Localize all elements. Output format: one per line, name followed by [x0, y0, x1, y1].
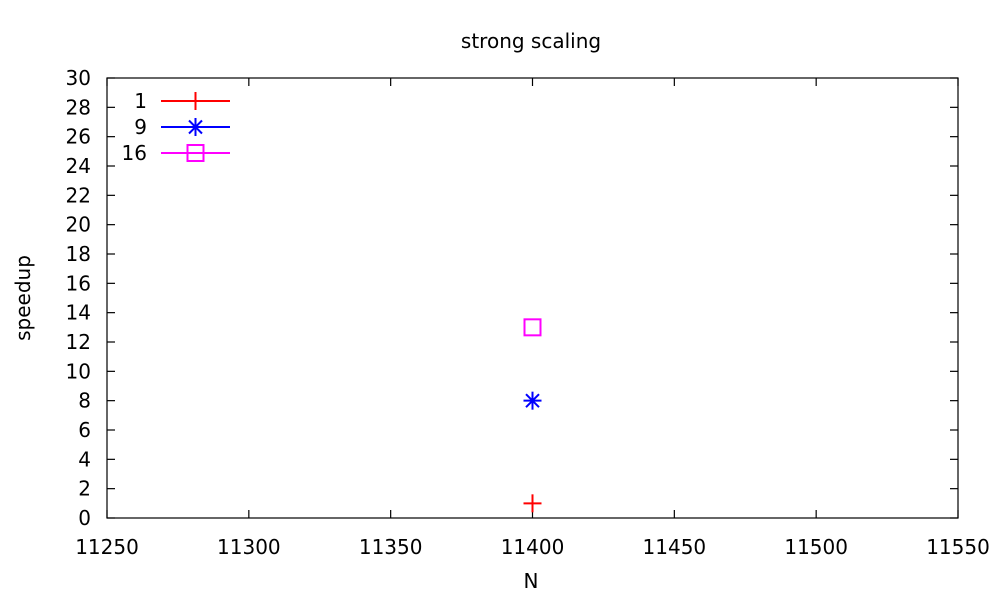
y-tick-label: 14 — [66, 301, 91, 325]
y-tick-label: 2 — [78, 477, 91, 501]
y-tick-label: 22 — [66, 183, 91, 207]
y-tick-label: 16 — [66, 271, 91, 295]
legend-label: 1 — [134, 89, 147, 113]
y-tick-label: 18 — [66, 242, 91, 266]
legend-marker — [186, 118, 205, 136]
x-tick-label: 11250 — [75, 535, 139, 559]
x-tick-label: 11400 — [501, 535, 565, 559]
x-tick-label: 11300 — [217, 535, 281, 559]
data-point-series-16 — [523, 318, 542, 337]
legend-item: 1 — [134, 89, 230, 113]
data-points — [523, 318, 542, 513]
x-tick-label: 11450 — [643, 535, 707, 559]
chart-title: strong scaling — [461, 29, 601, 53]
x-axis-label: N — [524, 569, 539, 593]
x-axis: 11250 11300 11350 11400 11450 11500 11550 — [75, 78, 990, 559]
data-point-series-1 — [523, 494, 542, 513]
y-tick-label: 10 — [66, 359, 91, 383]
y-tick-label: 24 — [66, 154, 91, 178]
legend-label: 9 — [134, 115, 147, 139]
legend-marker — [186, 144, 205, 162]
y-tick-label: 12 — [66, 330, 91, 354]
y-tick-label: 4 — [78, 447, 91, 471]
legend-item: 9 — [134, 115, 230, 139]
x-tick-label: 11550 — [926, 535, 990, 559]
y-tick-label: 8 — [78, 389, 91, 413]
y-tick-label: 28 — [66, 95, 91, 119]
legend-label: 16 — [122, 141, 147, 165]
plot-frame — [106, 77, 959, 519]
legend-marker — [186, 92, 205, 110]
legend-item: 16 — [122, 141, 230, 165]
y-axis-label: speedup — [11, 255, 35, 341]
x-tick-label: 11350 — [359, 535, 423, 559]
y-tick-label: 30 — [66, 66, 91, 90]
data-point-series-9 — [523, 391, 542, 410]
y-tick-label: 20 — [66, 213, 91, 237]
y-tick-label: 26 — [66, 125, 91, 149]
x-tick-label: 11500 — [784, 535, 848, 559]
y-tick-label: 0 — [78, 506, 91, 530]
y-tick-label: 6 — [78, 418, 91, 442]
